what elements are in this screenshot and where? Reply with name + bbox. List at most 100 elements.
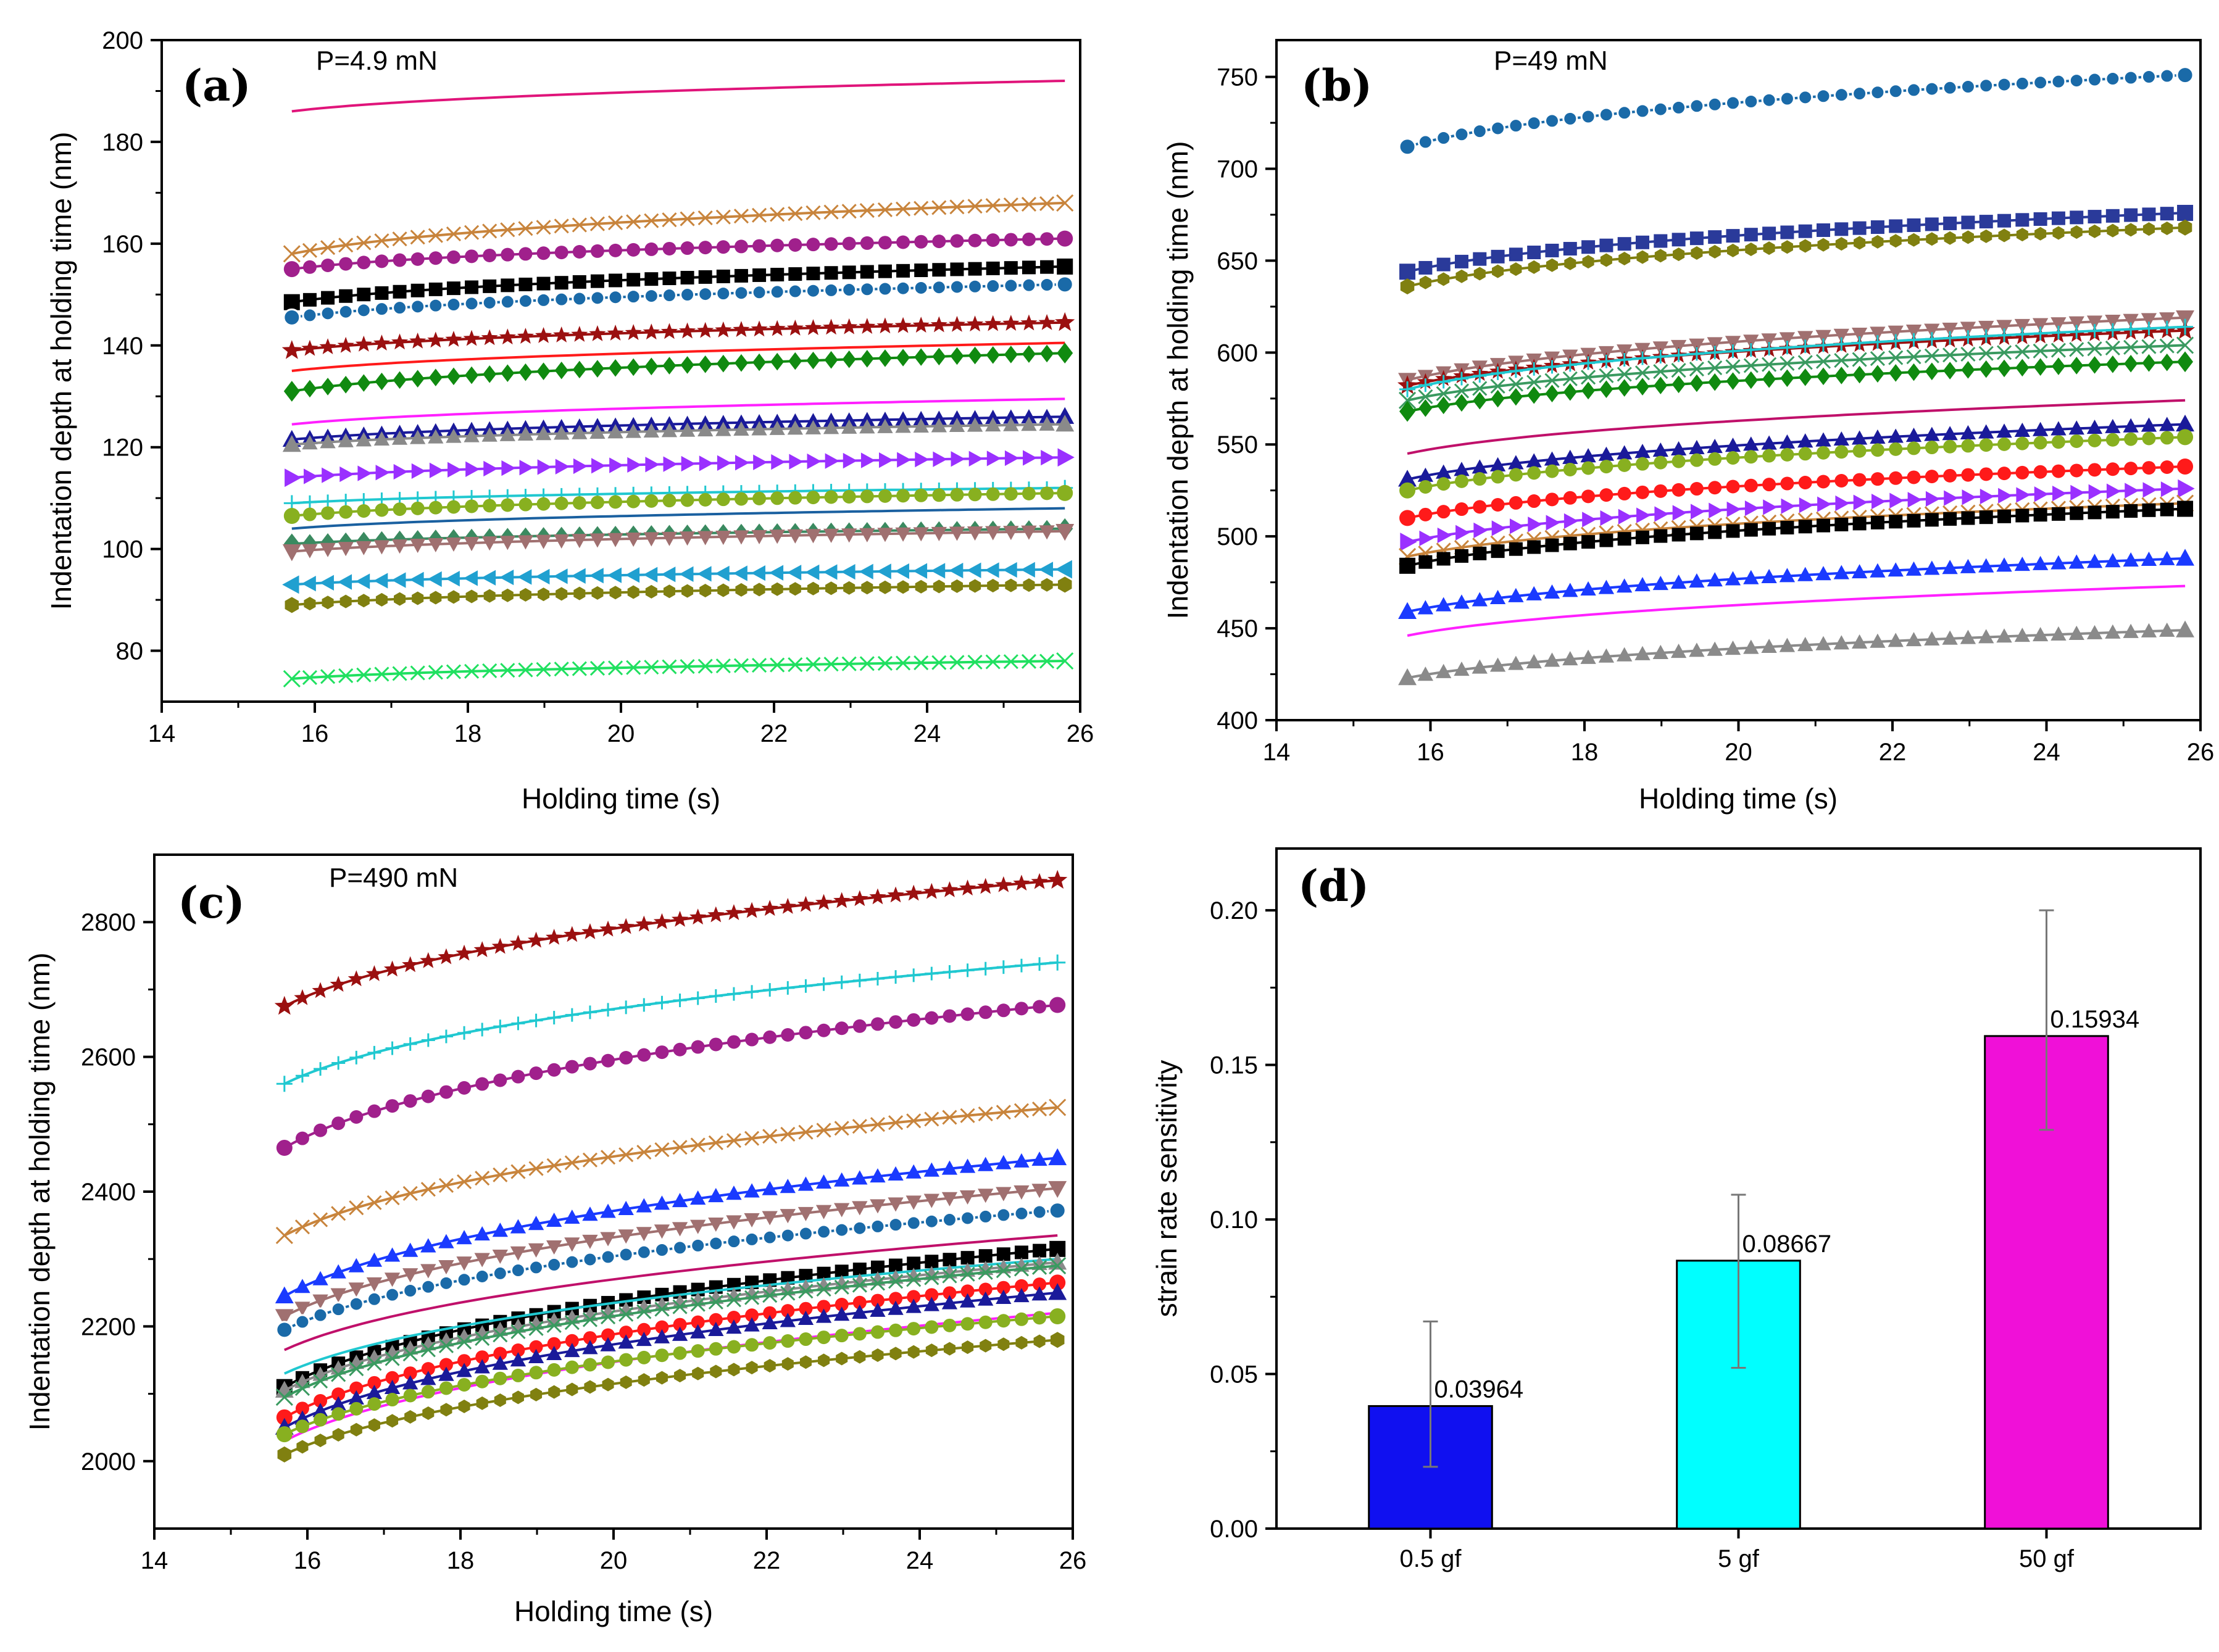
data-point — [1815, 330, 1831, 344]
series-s3 — [283, 230, 1073, 278]
data-point — [302, 380, 317, 398]
data-point — [1797, 355, 1813, 370]
data-point — [859, 318, 876, 334]
data-point — [637, 1350, 651, 1364]
data-point — [1562, 651, 1578, 666]
data-point — [1509, 542, 1523, 556]
data-point — [1528, 517, 1542, 533]
data-point — [859, 412, 875, 426]
data-point — [295, 1131, 309, 1145]
data-point — [1996, 345, 2012, 360]
data-point — [402, 1282, 418, 1298]
data-point — [960, 1251, 975, 1265]
data-point — [815, 1174, 832, 1189]
data-point — [716, 492, 730, 507]
data-point — [446, 500, 460, 514]
data-point — [907, 1013, 921, 1027]
data-point — [511, 1016, 525, 1031]
data-point — [653, 913, 671, 929]
data-point — [314, 1394, 328, 1408]
data-point — [733, 565, 747, 581]
data-point — [410, 299, 426, 315]
data-point — [283, 508, 300, 525]
data-point — [357, 288, 371, 302]
data-point — [690, 1237, 706, 1253]
data-point — [1960, 629, 1976, 644]
data-point — [1436, 386, 1451, 401]
data-point — [1544, 113, 1560, 129]
data-point — [1490, 378, 1505, 394]
data-point — [1834, 445, 1849, 459]
data-point — [1436, 597, 1452, 612]
data-point — [709, 989, 723, 1003]
data-point — [895, 411, 911, 426]
y-tick-label: 0.05 — [1210, 1361, 1258, 1388]
data-point — [1780, 355, 1795, 371]
data-point — [872, 1348, 884, 1363]
data-point — [618, 1200, 634, 1216]
data-point — [2015, 344, 2030, 360]
data-point — [2105, 553, 2121, 568]
data-point — [986, 450, 1001, 467]
data-point — [1672, 375, 1686, 394]
data-point — [302, 293, 317, 307]
data-point — [978, 1315, 993, 1329]
data-point — [1870, 515, 1884, 529]
data-point — [931, 280, 947, 296]
series-s10 — [282, 407, 1075, 447]
data-point — [1944, 490, 1959, 506]
data-point — [985, 562, 999, 578]
data-point — [841, 412, 857, 427]
data-point — [2088, 484, 2103, 500]
data-point — [607, 215, 623, 231]
data-point — [1004, 346, 1018, 363]
data-point — [815, 1308, 832, 1323]
data-point — [2161, 221, 2173, 235]
data-point — [673, 1042, 687, 1056]
data-point — [1473, 391, 1487, 410]
data-point — [2105, 70, 2121, 86]
data-point — [654, 1142, 670, 1158]
data-point — [439, 1358, 453, 1372]
data-point — [554, 662, 569, 677]
data-point — [456, 1334, 472, 1350]
data-point — [582, 1312, 597, 1327]
data-point — [456, 944, 473, 961]
data-point — [410, 283, 425, 297]
data-point — [1725, 438, 1741, 452]
data-point — [878, 489, 892, 503]
data-point — [546, 1240, 562, 1255]
data-point — [1852, 352, 1867, 367]
x-tick-label: 20 — [1725, 739, 1752, 766]
data-point — [1582, 255, 1594, 269]
data-point — [697, 422, 714, 437]
data-point — [564, 1310, 580, 1324]
data-point — [877, 655, 893, 671]
data-point — [870, 1218, 886, 1234]
data-point — [275, 1226, 293, 1245]
data-point — [438, 1260, 454, 1275]
data-point — [1491, 389, 1505, 408]
data-point — [349, 1110, 364, 1124]
data-point — [2160, 431, 2174, 445]
series-s8 — [1399, 351, 2194, 422]
data-point — [861, 581, 873, 595]
data-point — [2016, 228, 2028, 242]
series-s15 — [291, 507, 1065, 530]
data-point — [553, 568, 568, 584]
data-point — [806, 238, 820, 252]
data-point — [1049, 954, 1066, 971]
data-point — [817, 1330, 831, 1345]
data-point — [573, 586, 586, 600]
data-point — [1960, 79, 1976, 95]
data-point — [1833, 328, 1849, 343]
data-point — [1978, 346, 1994, 361]
data-point — [1870, 326, 1886, 341]
data-point — [1852, 336, 1867, 350]
data-point — [331, 1116, 346, 1131]
data-point — [799, 979, 813, 993]
data-point — [1853, 494, 1868, 510]
data-point — [349, 1050, 364, 1065]
data-point — [1635, 351, 1649, 365]
data-point — [375, 531, 389, 549]
